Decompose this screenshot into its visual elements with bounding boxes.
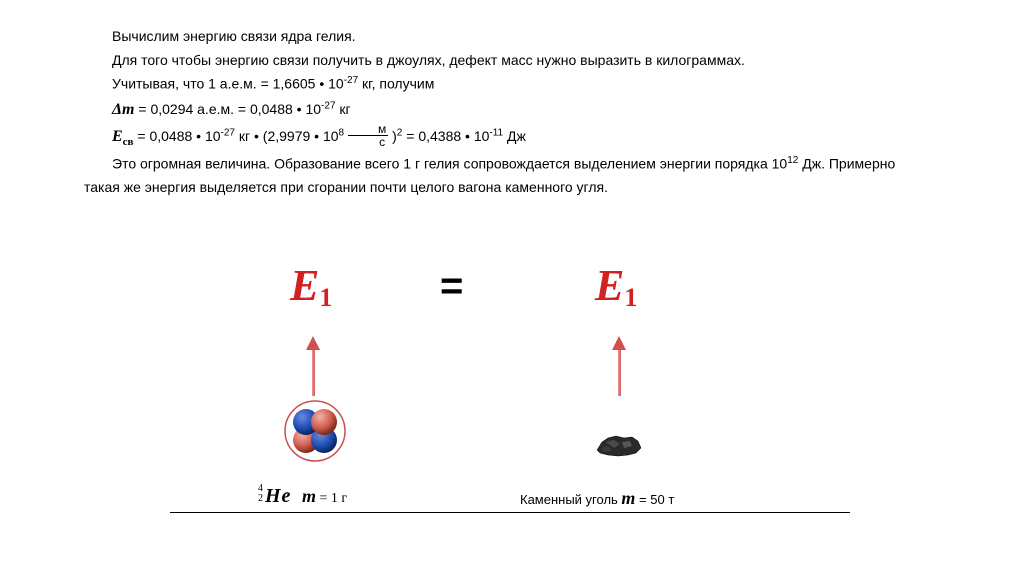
esv-e2: 8	[339, 127, 345, 138]
l3a: Учитывая, что 1 а.е.м. = 1,6605 • 10	[112, 76, 344, 92]
text-block: Вычислим энергию связи ядра гелия. Для т…	[0, 0, 1024, 199]
divider	[170, 512, 850, 513]
esv-frac: мс	[348, 123, 388, 148]
e1r-sub: 1	[624, 283, 637, 312]
dm-exp: -27	[321, 100, 335, 111]
esv-e4: -11	[489, 127, 503, 138]
dm-b: кг	[336, 101, 351, 117]
delta-m-symbol: Δm	[112, 101, 134, 118]
coal-mass: = 50 т	[635, 492, 674, 507]
e1l-e: E	[290, 261, 319, 310]
arrow-left	[306, 336, 320, 396]
line-2: Для того чтобы энергию связи получить в …	[84, 50, 964, 72]
e1-right: E1	[595, 260, 637, 313]
coal-label: Каменный уголь m = 50 т	[520, 488, 674, 509]
para-2a: Это огромная величина. Образование всего…	[84, 153, 964, 175]
arrow-shaft	[312, 350, 315, 396]
line-3: Учитывая, что 1 а.е.м. = 1,6605 • 10-27 …	[84, 73, 964, 95]
he-mass-numbers: 4 2	[258, 484, 263, 504]
esv-line: Eсв = 0,0488 • 10-27 кг • (2,9979 • 108 …	[84, 125, 964, 151]
he-symbol: He	[265, 485, 291, 507]
m-var-he: m	[302, 486, 316, 506]
helium-label: 4 2 He m = 1 г	[258, 484, 347, 508]
frac-num: м	[348, 123, 388, 136]
arrow-head-icon	[612, 336, 626, 350]
m-var-coal: m	[621, 488, 635, 508]
arrow-shaft	[618, 350, 621, 396]
coal-icon	[594, 432, 644, 463]
p2exp: 12	[787, 155, 798, 166]
line-1: Вычислим энергию связи ядра гелия.	[84, 26, 964, 48]
esv-symbol: Eсв	[112, 128, 134, 145]
e1-left: E1	[290, 260, 332, 313]
arrow-head-icon	[306, 336, 320, 350]
frac-den: с	[348, 136, 388, 148]
esv-b: кг • (2,9979 • 10	[235, 128, 339, 144]
esv-a: = 0,0488 • 10	[134, 128, 221, 144]
arrow-right	[612, 336, 626, 396]
p2b: Дж. Примерно	[798, 156, 895, 172]
para-2b: такая же энергия выделяется при сгорании…	[84, 177, 964, 199]
equals-sign: =	[440, 264, 463, 309]
esv-d: = 0,4388 • 10	[402, 128, 489, 144]
p2a: Это огромная величина. Образование всего…	[112, 156, 787, 172]
l3exp: -27	[344, 75, 358, 86]
dm-a: = 0,0294 а.е.м. = 0,0488 • 10	[134, 101, 321, 117]
esv-e: Дж	[503, 128, 526, 144]
e1l-sub: 1	[319, 283, 332, 312]
esv-e1: -27	[221, 127, 235, 138]
coal-text: Каменный уголь	[520, 492, 621, 507]
l3b: кг, получим	[358, 76, 434, 92]
he-bot: 2	[258, 493, 263, 504]
he-mass: = 1 г	[316, 491, 347, 506]
delta-m-line: Δm = 0,0294 а.е.м. = 0,0488 • 10-27 кг	[84, 98, 964, 123]
helium-nucleus-icon	[284, 400, 346, 462]
e1r-e: E	[595, 261, 624, 310]
